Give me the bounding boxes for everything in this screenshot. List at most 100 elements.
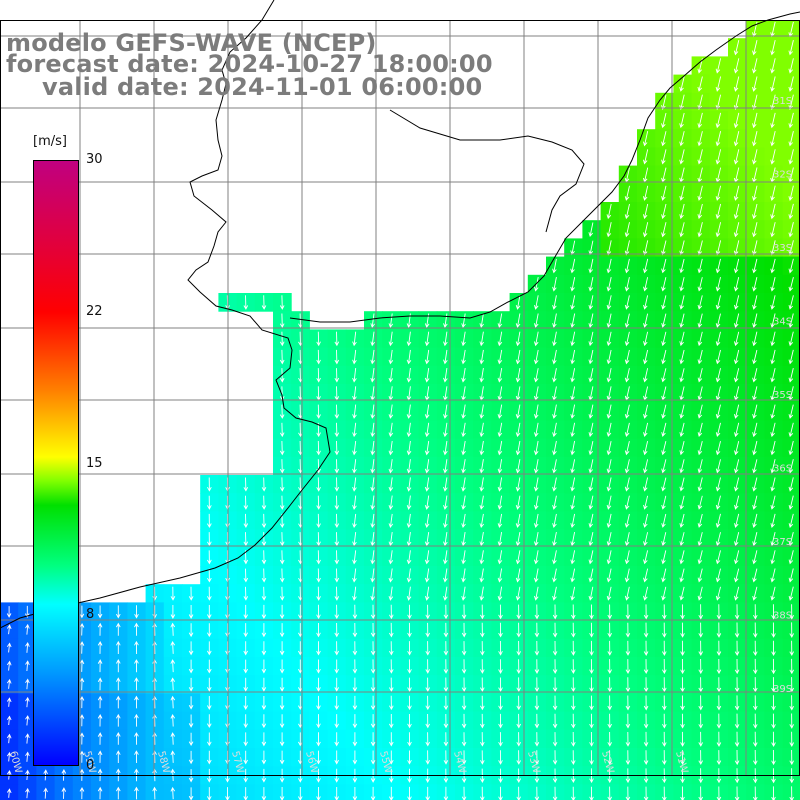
wind-arrow	[734, 459, 740, 474]
wind-arrow	[588, 349, 594, 365]
wind-arrow	[753, 749, 758, 766]
wind-arrow	[97, 695, 103, 709]
wind-arrow	[116, 659, 121, 673]
wind-arrow	[425, 659, 431, 674]
wind-arrow	[697, 440, 703, 456]
wind-arrow	[516, 713, 522, 729]
wind-arrow	[388, 495, 394, 510]
wind-arrow	[316, 404, 321, 419]
wind-arrow	[552, 695, 558, 711]
wind-arrow	[771, 786, 776, 800]
wind-arrow	[279, 568, 285, 583]
wind-arrow	[624, 422, 630, 438]
wind-arrow	[316, 604, 321, 620]
wind-arrow	[534, 659, 540, 674]
wind-arrow	[752, 58, 758, 74]
wind-arrow	[389, 732, 394, 747]
wind-arrow	[479, 568, 485, 583]
wind-arrow	[570, 550, 576, 565]
wind-arrow	[606, 495, 612, 510]
wind-arrow	[425, 604, 431, 620]
colorbar-tick-30: 30	[86, 152, 103, 167]
wind-arrow	[788, 39, 794, 56]
wind-arrow	[170, 586, 176, 601]
wind-arrow	[752, 240, 758, 256]
forecast-date: forecast date: 2024-10-27 18:00:00	[6, 50, 493, 78]
wind-arrow	[515, 459, 521, 474]
wind-arrow	[316, 349, 321, 365]
wind-arrow	[443, 368, 448, 383]
wind-arrow	[715, 422, 721, 438]
wind-arrow	[316, 331, 321, 347]
wind-arrow	[680, 677, 685, 693]
wind-arrow	[788, 459, 794, 474]
wind-arrow	[6, 751, 12, 762]
wind-arrow	[370, 659, 376, 674]
wind-arrow	[261, 295, 267, 310]
wind-arrow	[279, 295, 285, 310]
wind-arrow	[515, 331, 521, 347]
wind-arrow	[770, 258, 776, 274]
wind-arrow	[752, 586, 758, 601]
wind-arrow	[515, 368, 521, 383]
wind-arrow	[6, 624, 12, 635]
wind-arrow	[697, 586, 703, 601]
wind-arrow	[370, 532, 375, 547]
wind-arrow	[733, 331, 740, 347]
wind-arrow	[624, 459, 630, 474]
wind-arrow	[97, 640, 103, 654]
wind-arrow	[443, 622, 449, 638]
wind-arrow	[370, 695, 376, 711]
wind-arrow	[752, 349, 758, 365]
wind-arrow	[661, 513, 667, 528]
wind-arrow	[643, 786, 649, 800]
wind-arrow	[789, 622, 795, 638]
wind-arrow	[461, 440, 466, 456]
wind-arrow	[352, 513, 357, 529]
wind-arrow	[733, 349, 740, 365]
wind-arrow	[770, 368, 776, 383]
wind-arrow	[352, 550, 357, 565]
wind-arrow	[461, 404, 466, 419]
wind-arrow	[715, 586, 721, 601]
wind-arrow	[734, 550, 740, 565]
wind-arrow	[479, 513, 485, 529]
wind-arrow	[588, 441, 594, 456]
wind-arrow	[715, 550, 721, 565]
wind-arrow	[734, 568, 740, 583]
wind-arrow	[461, 459, 466, 474]
wind-arrow	[425, 732, 431, 747]
wind-arrow	[661, 94, 667, 111]
wind-arrow	[424, 495, 430, 510]
wind-arrow	[461, 513, 466, 529]
wind-arrow	[334, 532, 340, 547]
wind-arrow	[406, 331, 412, 347]
wind-arrow	[697, 222, 703, 238]
wind-arrow	[425, 786, 430, 800]
wind-arrow	[570, 495, 576, 510]
wind-arrow	[188, 586, 194, 601]
wind-arrow	[389, 622, 394, 638]
wind-arrow	[624, 349, 630, 365]
wind-arrow	[443, 313, 448, 329]
wind-arrow	[279, 604, 285, 620]
wind-arrow	[352, 422, 357, 438]
wind-arrow	[407, 677, 412, 692]
wind-arrow	[497, 568, 503, 583]
wind-arrow	[607, 713, 613, 729]
wind-arrow	[698, 677, 704, 693]
wind-arrow	[352, 714, 358, 729]
wind-arrow	[533, 459, 539, 474]
wind-arrow	[243, 513, 249, 529]
wind-arrow	[624, 313, 630, 328]
wind-arrow	[734, 695, 740, 711]
wind-arrow	[279, 550, 285, 565]
wind-arrow	[515, 550, 521, 565]
wind-arrow	[789, 604, 795, 620]
wind-arrow	[770, 586, 776, 601]
wind-arrow	[570, 368, 576, 383]
wind-arrow	[734, 422, 740, 438]
latitude-label: 38S	[773, 611, 792, 622]
wind-arrow	[752, 76, 758, 92]
wind-arrow	[643, 622, 649, 638]
